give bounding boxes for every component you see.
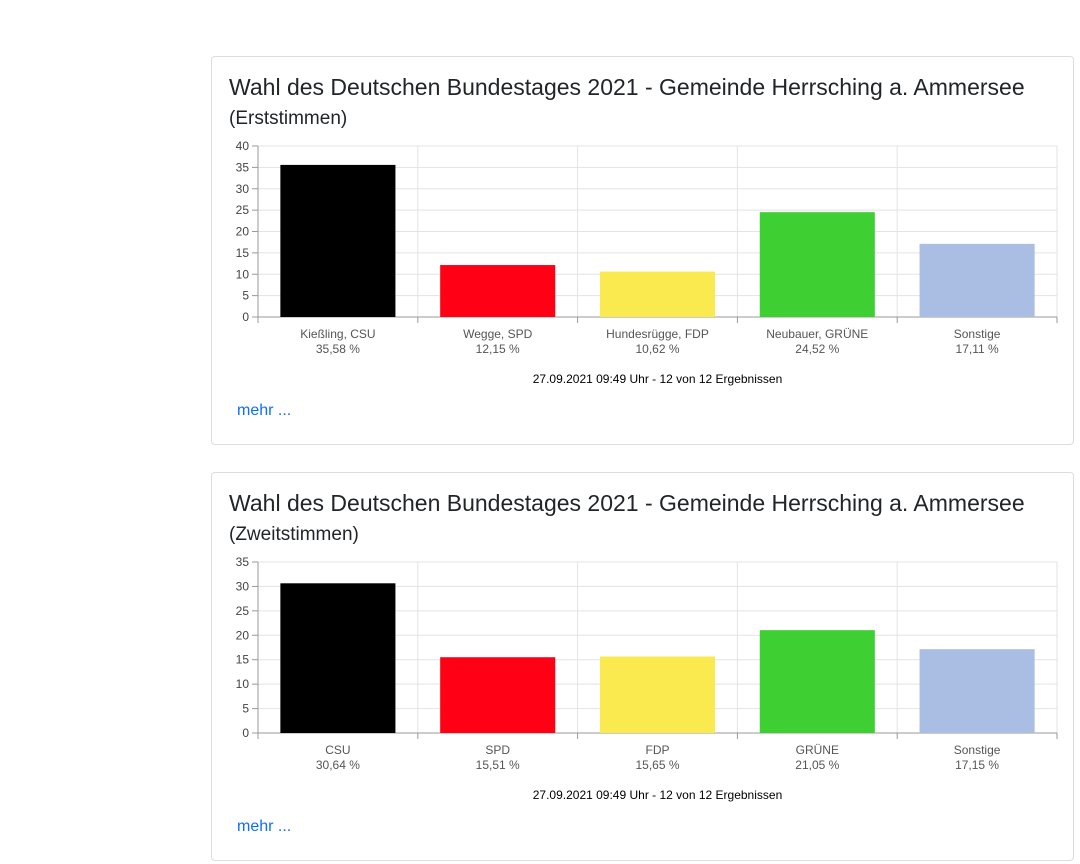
value-label: 21,05 % bbox=[795, 758, 839, 772]
value-label: 17,11 % bbox=[956, 342, 999, 356]
x-tick-label: FDP bbox=[646, 743, 670, 757]
value-label: 24,52 % bbox=[795, 342, 839, 356]
y-tick-label: 15 bbox=[236, 653, 250, 667]
chart-title-main: Wahl des Deutschen Bundestages 2021 - Ge… bbox=[229, 74, 1025, 100]
y-tick-label: 30 bbox=[236, 579, 250, 593]
chart-footer: 27.09.2021 09:49 Uhr - 12 von 12 Ergebni… bbox=[533, 788, 783, 802]
x-tick-label: Hundesrügge, FDP bbox=[606, 327, 709, 341]
bar bbox=[440, 265, 556, 317]
y-tick-label: 0 bbox=[242, 726, 249, 740]
value-label: 10,62 % bbox=[635, 342, 679, 356]
chart-title: Wahl des Deutschen Bundestages 2021 - Ge… bbox=[229, 489, 1049, 549]
y-tick-label: 35 bbox=[236, 555, 250, 569]
y-tick-label: 30 bbox=[236, 182, 250, 196]
bar bbox=[759, 630, 875, 733]
y-tick-label: 20 bbox=[236, 628, 250, 642]
value-label: 15,51 % bbox=[476, 758, 520, 772]
y-tick-label: 25 bbox=[236, 203, 250, 217]
bar bbox=[280, 583, 396, 733]
x-tick-label: CSU bbox=[325, 743, 350, 757]
chart-footer: 27.09.2021 09:49 Uhr - 12 von 12 Ergebni… bbox=[533, 372, 783, 386]
y-tick-label: 15 bbox=[236, 246, 250, 260]
x-tick-label: Wegge, SPD bbox=[463, 327, 532, 341]
y-tick-label: 20 bbox=[236, 225, 250, 239]
x-tick-label: Kießling, CSU bbox=[300, 327, 375, 341]
value-label: 15,65 % bbox=[635, 758, 679, 772]
bar bbox=[919, 243, 1035, 317]
bar bbox=[919, 649, 1035, 733]
more-link[interactable]: mehr ... bbox=[237, 818, 292, 835]
y-tick-label: 25 bbox=[236, 604, 250, 618]
y-tick-label: 5 bbox=[242, 289, 249, 303]
value-label: 35,58 % bbox=[316, 342, 360, 356]
x-tick-label: GRÜNE bbox=[796, 743, 839, 757]
bar bbox=[599, 656, 716, 733]
chart-title: Wahl des Deutschen Bundestages 2021 - Ge… bbox=[229, 73, 1049, 133]
chart-title-sub: (Erststimmen) bbox=[229, 108, 348, 129]
x-tick-label: Sonstige bbox=[954, 327, 1001, 341]
chart-card-zweitstimmen: Wahl des Deutschen Bundestages 2021 - Ge… bbox=[211, 472, 1074, 861]
value-label: 17,15 % bbox=[955, 758, 999, 772]
y-tick-label: 0 bbox=[242, 310, 249, 324]
value-label: 12,15 % bbox=[476, 342, 520, 356]
bar bbox=[440, 657, 556, 733]
x-tick-label: Sonstige bbox=[954, 743, 1001, 757]
bar bbox=[280, 164, 396, 317]
bar bbox=[599, 271, 716, 317]
x-tick-label: Neubauer, GRÜNE bbox=[766, 327, 868, 341]
chart-card-erststimmen: Wahl des Deutschen Bundestages 2021 - Ge… bbox=[211, 56, 1074, 445]
y-tick-label: 40 bbox=[236, 139, 250, 153]
x-tick-label: SPD bbox=[485, 743, 510, 757]
chart-title-sub: (Zweitstimmen) bbox=[229, 524, 359, 545]
y-tick-label: 10 bbox=[236, 267, 250, 281]
value-label: 30,64 % bbox=[316, 758, 360, 772]
y-tick-label: 10 bbox=[236, 677, 250, 691]
y-tick-label: 5 bbox=[242, 702, 249, 716]
bar bbox=[759, 212, 875, 317]
chart-title-main: Wahl des Deutschen Bundestages 2021 - Ge… bbox=[229, 490, 1025, 516]
more-link[interactable]: mehr ... bbox=[237, 402, 292, 419]
y-tick-label: 35 bbox=[236, 160, 250, 174]
